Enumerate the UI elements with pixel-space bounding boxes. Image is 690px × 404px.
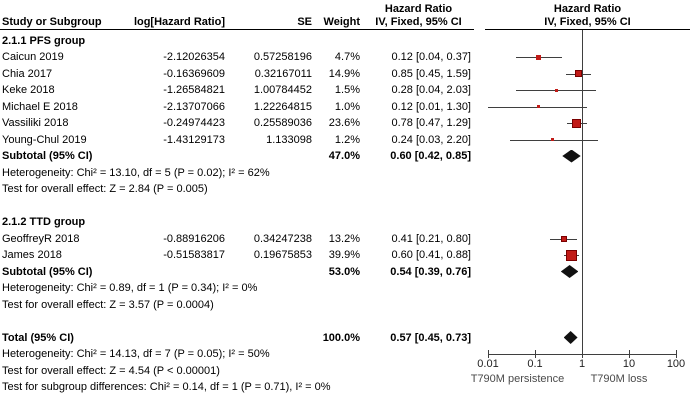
- total-ci-text: 0.57 [0.45, 0.73]: [390, 331, 471, 344]
- log-hr-value: -2.13707066: [163, 100, 225, 113]
- x-axis-tick: [629, 350, 630, 358]
- study-name: Michael E 2018: [2, 100, 78, 113]
- effect-square-marker: [572, 118, 582, 128]
- col-header-hr-title-plot: Hazard Ratio: [553, 3, 622, 15]
- study-name: Chia 2017: [2, 67, 53, 80]
- subtotal-ci-text: 0.54 [0.39, 0.76]: [390, 265, 471, 278]
- se-value: 1.00784452: [253, 84, 312, 96]
- effect-square-marker: [575, 70, 583, 77]
- ci-text: 0.12 [0.01, 1.30]: [391, 100, 471, 113]
- ci-text: 0.85 [0.45, 1.59]: [391, 67, 471, 80]
- se-value: 0.34247238: [253, 232, 312, 245]
- x-axis-tick: [535, 350, 536, 358]
- study-name: Caicun 2019: [2, 51, 64, 63]
- study-name: Young-Chul 2019: [2, 133, 87, 146]
- ci-text: 0.60 [0.41, 0.88]: [391, 249, 471, 261]
- pooled-diamond: [563, 331, 578, 344]
- subtotal-label: Subtotal (95% CI): [2, 150, 93, 162]
- stats-note: Test for overall effect: Z = 3.57 (P = 0…: [2, 298, 214, 311]
- weight-value: 1.0%: [334, 100, 360, 113]
- weight-value: 23.6%: [328, 117, 360, 129]
- group-label: 2.1.2 TTD group: [2, 216, 86, 228]
- effect-square-marker: [560, 235, 567, 242]
- log-hr-value: -2.12026354: [163, 51, 225, 63]
- stats-note: Test for overall effect: Z = 4.54 (P < 0…: [2, 364, 220, 377]
- ci-text: 0.12 [0.04, 0.37]: [391, 51, 471, 63]
- se-value: 0.32167011: [254, 67, 312, 80]
- ci-text: 0.24 [0.03, 2.20]: [391, 133, 471, 146]
- log-hr-value: -0.24974423: [163, 117, 225, 129]
- effect-square-marker: [551, 138, 555, 141]
- total-label: Total (95% CI): [2, 331, 74, 344]
- group-label: 2.1.1 PFS group: [2, 34, 86, 47]
- weight-value: 4.7%: [334, 51, 360, 63]
- se-value: 0.57258196: [253, 51, 312, 63]
- weight-value: 1.5%: [334, 84, 360, 96]
- study-name: James 2018: [2, 249, 62, 261]
- se-value: 0.19675853: [253, 249, 312, 261]
- x-axis-tick-label: 0.01: [477, 358, 499, 370]
- study-name: GeoffreyR 2018: [2, 232, 80, 245]
- se-value: 1.133098: [266, 133, 312, 146]
- weight-value: 1.2%: [334, 133, 360, 146]
- col-header-weight: Weight: [323, 16, 360, 28]
- stats-note: Heterogeneity: Chi² = 13.10, df = 5 (P =…: [2, 166, 270, 179]
- subtotal-weight-value: 53.0%: [328, 265, 360, 278]
- effect-square-marker: [537, 105, 541, 108]
- subtotal-ci-text: 0.60 [0.42, 0.85]: [390, 150, 471, 162]
- x-axis-tick: [676, 350, 677, 358]
- ci-text: 0.41 [0.21, 0.80]: [391, 232, 471, 245]
- weight-value: 13.2%: [328, 232, 360, 245]
- study-name: Keke 2018: [2, 84, 55, 96]
- study-name: Vassiliki 2018: [2, 117, 69, 129]
- log-hr-value: -0.51583817: [163, 249, 225, 261]
- null-line: [582, 30, 583, 354]
- x-axis-tick-label: 0.1: [527, 358, 543, 370]
- effect-square-marker: [536, 54, 542, 60]
- effect-square-marker: [554, 88, 558, 92]
- log-hr-value: -1.26584821: [163, 84, 225, 96]
- weight-value: 14.9%: [328, 67, 360, 80]
- weight-value: 39.9%: [328, 249, 360, 261]
- col-header-se: SE: [297, 16, 312, 28]
- stats-note: Test for subgroup differences: Chi² = 0.…: [2, 381, 331, 393]
- pooled-diamond: [560, 265, 579, 278]
- ci-text: 0.78 [0.47, 1.29]: [391, 117, 471, 129]
- header-underline-text: [0, 29, 474, 30]
- axis-label-left: T790M persistence: [470, 373, 565, 385]
- stats-note: Heterogeneity: Chi² = 0.89, df = 1 (P = …: [2, 282, 258, 294]
- se-value: 0.25589036: [253, 117, 312, 129]
- log-hr-value: -0.88916206: [163, 232, 225, 245]
- subtotal-weight-value: 47.0%: [328, 150, 360, 162]
- x-axis-tick-label: 1: [578, 358, 586, 370]
- log-hr-value: -0.16369609: [163, 67, 225, 80]
- x-axis-tick-label: 100: [666, 358, 686, 370]
- subtotal-label: Subtotal (95% CI): [2, 265, 93, 278]
- x-axis-tick-label: 10: [622, 358, 636, 370]
- col-header-study: Study or Subgroup: [2, 16, 102, 28]
- ci-text: 0.28 [0.04, 2.03]: [391, 84, 471, 96]
- axis-label-right: T790M loss: [590, 373, 648, 385]
- pooled-diamond: [562, 149, 581, 163]
- col-header-hr-title-text: Hazard Ratio: [384, 3, 453, 15]
- col-header-hr-sub-plot: IV, Fixed, 95% CI: [544, 16, 631, 28]
- se-value: 1.22264815: [253, 100, 312, 113]
- col-header-hr-sub-text: IV, Fixed, 95% CI: [375, 16, 462, 28]
- x-axis-tick: [488, 350, 489, 358]
- total-weight-value: 100.0%: [322, 331, 360, 344]
- stats-note: Test for overall effect: Z = 2.84 (P = 0…: [2, 183, 208, 195]
- effect-square-marker: [566, 249, 578, 261]
- stats-note: Heterogeneity: Chi² = 14.13, df = 7 (P =…: [2, 348, 270, 360]
- col-header-log-hr: log[Hazard Ratio]: [133, 16, 225, 28]
- header-underline-plot: [485, 29, 690, 30]
- x-axis-tick: [582, 350, 583, 358]
- log-hr-value: -1.43129173: [163, 133, 225, 146]
